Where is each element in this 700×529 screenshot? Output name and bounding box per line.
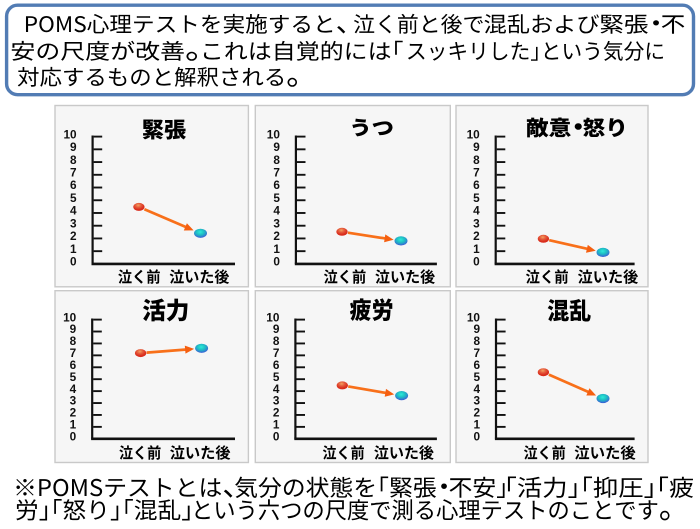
svg-text:8: 8 (473, 153, 480, 167)
svg-text:1: 1 (473, 242, 480, 256)
svg-text:8: 8 (273, 334, 280, 348)
svg-text:3: 3 (70, 216, 77, 230)
svg-text:8: 8 (273, 153, 280, 167)
svg-text:6: 6 (473, 358, 480, 372)
svg-text:9: 9 (70, 140, 77, 154)
svg-text:9: 9 (473, 140, 480, 154)
svg-text:2: 2 (70, 406, 77, 420)
svg-text:5: 5 (70, 191, 77, 205)
svg-text:6: 6 (70, 358, 77, 372)
svg-text:2: 2 (70, 229, 77, 243)
svg-text:6: 6 (273, 358, 280, 372)
svg-text:9: 9 (273, 322, 280, 336)
svg-text:4: 4 (473, 382, 480, 396)
svg-text:7: 7 (70, 346, 77, 360)
svg-text:6: 6 (273, 178, 280, 192)
svg-text:1: 1 (473, 418, 480, 432)
svg-text:7: 7 (473, 346, 480, 360)
svg-text:5: 5 (70, 370, 77, 384)
svg-text:10: 10 (267, 127, 281, 141)
svg-text:5: 5 (473, 191, 480, 205)
svg-text:10: 10 (63, 310, 77, 324)
svg-text:8: 8 (70, 153, 77, 167)
svg-text:8: 8 (473, 334, 480, 348)
svg-text:3: 3 (273, 394, 280, 408)
svg-text:4: 4 (473, 204, 480, 218)
svg-text:10: 10 (63, 127, 77, 141)
svg-text:0: 0 (473, 255, 480, 269)
svg-text:4: 4 (70, 204, 77, 218)
svg-text:7: 7 (473, 165, 480, 179)
svg-text:0: 0 (70, 255, 77, 269)
svg-text:10: 10 (467, 310, 481, 324)
svg-text:3: 3 (273, 216, 280, 230)
svg-text:0: 0 (273, 430, 280, 444)
svg-text:9: 9 (70, 322, 77, 336)
svg-text:8: 8 (70, 334, 77, 348)
svg-text:5: 5 (273, 370, 280, 384)
svg-text:7: 7 (70, 165, 77, 179)
svg-text:3: 3 (473, 216, 480, 230)
svg-text:4: 4 (70, 382, 77, 396)
svg-text:6: 6 (70, 178, 77, 192)
svg-text:0: 0 (70, 430, 77, 444)
svg-text:9: 9 (273, 140, 280, 154)
svg-text:2: 2 (473, 406, 480, 420)
svg-text:5: 5 (273, 191, 280, 205)
svg-text:9: 9 (473, 322, 480, 336)
svg-text:2: 2 (273, 229, 280, 243)
svg-text:1: 1 (70, 418, 77, 432)
svg-text:2: 2 (273, 406, 280, 420)
svg-text:7: 7 (273, 165, 280, 179)
svg-text:1: 1 (70, 242, 77, 256)
svg-text:3: 3 (473, 394, 480, 408)
svg-text:1: 1 (273, 242, 280, 256)
svg-text:0: 0 (273, 255, 280, 269)
svg-text:1: 1 (273, 418, 280, 432)
svg-text:10: 10 (266, 310, 280, 324)
svg-text:3: 3 (70, 394, 77, 408)
svg-text:4: 4 (273, 204, 280, 218)
svg-text:10: 10 (467, 127, 481, 141)
svg-text:6: 6 (473, 178, 480, 192)
svg-text:5: 5 (473, 370, 480, 384)
svg-text:0: 0 (473, 430, 480, 444)
svg-text:2: 2 (473, 229, 480, 243)
svg-text:4: 4 (273, 382, 280, 396)
svg-text:7: 7 (273, 346, 280, 360)
